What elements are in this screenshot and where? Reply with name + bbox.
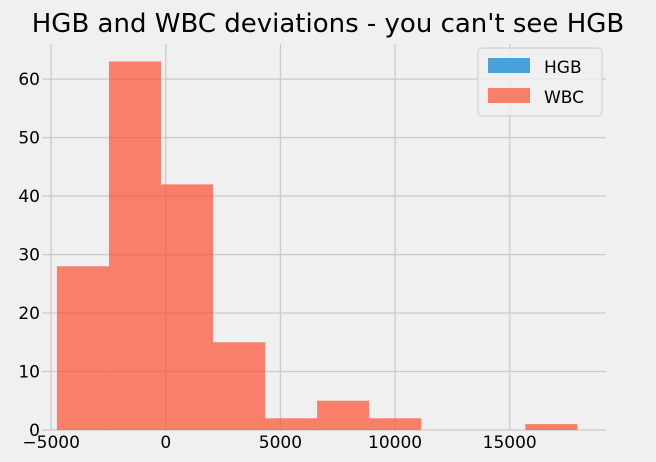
y-tick-label-4: 40 (18, 187, 40, 207)
bar-wbc-2 (160, 184, 214, 430)
x-tick-label-1: 0 (160, 433, 171, 453)
x-tick-label-4: 15000 (483, 433, 537, 453)
bar-wbc-0 (56, 266, 109, 430)
bar-wbc-6 (369, 418, 422, 430)
bar-wbc-3 (213, 342, 266, 430)
legend-swatch-wbc (488, 88, 530, 103)
legend: HGB WBC (477, 47, 603, 117)
y-axis-ticks: 0 10 20 30 40 50 60 (18, 70, 40, 441)
x-tick-label-2: 5000 (259, 433, 302, 453)
bar-wbc-1 (108, 61, 161, 430)
y-tick-label-5: 50 (18, 129, 40, 149)
legend-label-hgb: HGB (544, 58, 582, 78)
chart-title: HGB and WBC deviations - you can't see H… (32, 9, 624, 39)
x-axis-ticks: −5000 0 5000 10000 15000 (22, 433, 536, 453)
y-tick-label-3: 30 (18, 246, 40, 266)
y-tick-label-6: 60 (18, 70, 40, 90)
x-tick-label-3: 10000 (368, 433, 422, 453)
histogram-bars (56, 61, 578, 430)
y-tick-label-2: 20 (18, 304, 40, 324)
x-tick-label-0: −5000 (22, 433, 80, 453)
legend-swatch-hgb (488, 58, 530, 73)
y-tick-label-0: 0 (29, 421, 40, 441)
bar-wbc-4 (265, 418, 318, 430)
legend-label-wbc: WBC (544, 88, 584, 108)
bar-wbc-5 (317, 400, 370, 430)
bar-wbc-9 (525, 424, 578, 430)
y-tick-label-1: 10 (18, 363, 40, 383)
